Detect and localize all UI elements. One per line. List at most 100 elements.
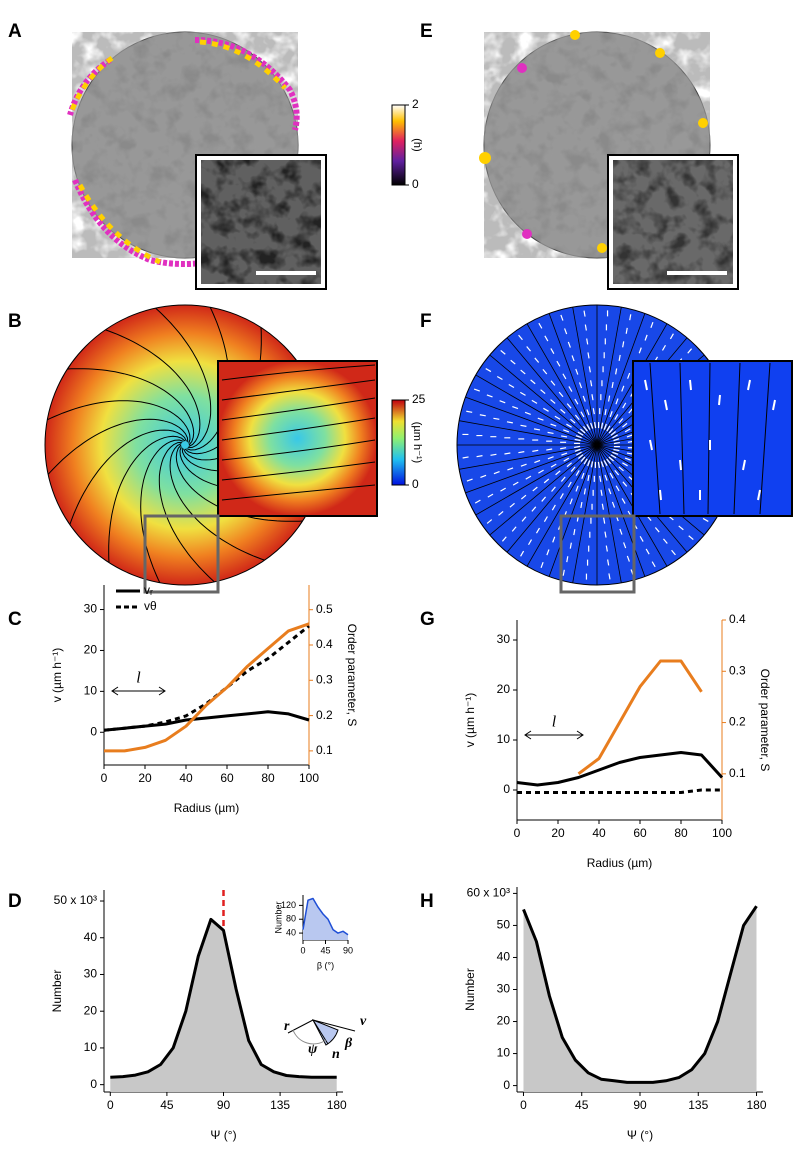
streamline [481,444,598,542]
director [627,372,631,379]
director [587,460,591,467]
director [466,478,473,482]
director [534,357,540,363]
director [603,517,606,524]
director [466,410,473,413]
director [574,414,580,420]
zoom-region [143,514,220,594]
director [580,411,585,418]
streamline [570,444,598,585]
y2-tick-label: 0.3 [316,672,333,686]
director [569,498,573,505]
area-fill [523,906,757,1092]
colorbar [391,104,406,186]
director [544,335,549,342]
inset-streamlines [221,364,376,501]
director [560,314,564,321]
streamline [500,444,598,561]
angle-diagram [287,1019,356,1046]
director [561,435,568,438]
director [622,402,627,409]
director [611,381,614,389]
director [576,451,582,456]
director [541,496,547,502]
director [506,421,513,424]
director [476,455,483,458]
streamline [570,305,598,446]
director [566,462,572,468]
x-axis-label: Radius (µm) [587,856,653,870]
y-tick-label: 0 [503,1078,510,1092]
director [583,458,588,465]
director [501,536,507,542]
director [586,338,589,345]
y-tick-label: 10 [84,1040,98,1054]
streamline [108,435,186,573]
y-tick-label: 30 [84,602,98,616]
director [624,457,631,461]
director [498,510,504,516]
director [594,422,597,429]
x-tick-label: 180 [747,1098,767,1112]
panel-label: B [8,311,22,332]
y2-tick-label: 0.2 [729,715,746,729]
director [493,417,500,420]
director [612,434,618,439]
director [543,516,548,522]
y-tick-label: 120 [281,900,296,910]
director [580,456,586,462]
x-axis-label: β (°) [317,960,334,970]
series-line [110,917,337,1079]
x-tick-label: 0 [300,945,305,955]
colorbar-tick-label: 25 [412,392,426,406]
streamline [481,348,598,446]
x-tick-label: 0 [514,826,521,840]
series-line [103,710,310,732]
director [583,488,587,495]
cell-tracks [479,30,708,253]
director [575,470,580,476]
director [608,428,614,434]
director [577,431,584,436]
director [591,394,594,401]
director [520,369,526,375]
director [621,385,625,392]
director [629,314,632,321]
series-line [104,622,310,753]
y-tick-label: 20 [84,643,98,657]
y-tick-label: 0 [503,782,510,796]
x-tick-label: 45 [160,1098,174,1112]
y-tick-label: 40 [497,950,511,964]
x-tick-label: 0 [101,771,108,785]
streamline [500,329,598,446]
director [509,502,515,508]
director [588,366,591,373]
scale-bar [667,271,727,275]
x-tick-label: 60 [220,771,234,785]
director [622,481,628,487]
x-tick-label: 135 [270,1098,290,1112]
director [615,485,620,492]
y2-tick-label: 0.4 [316,637,333,651]
y-axis-label: Number [273,901,283,933]
streamline [140,439,184,585]
director [604,474,608,481]
director [542,368,548,375]
director [574,398,579,405]
colorbar-tick-label: 2 [412,97,419,111]
director [575,485,579,492]
legend-label: vᵣ [144,583,153,597]
director [582,395,586,402]
director [534,459,541,464]
x-tick-label: 135 [688,1098,708,1112]
director [530,379,536,385]
director [547,431,554,435]
director [487,493,494,498]
director [556,360,561,367]
cell-track [69,39,287,265]
director [586,424,591,430]
director [619,528,623,535]
director [520,424,527,427]
